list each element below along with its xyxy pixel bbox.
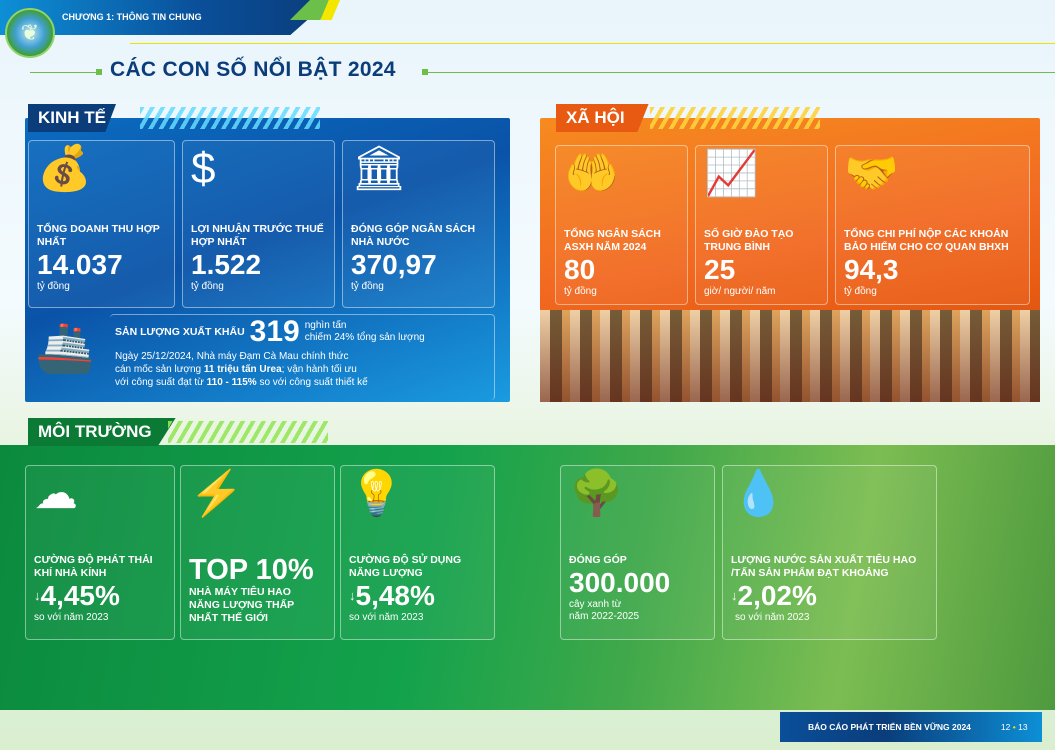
stat-value: 1.522 [191,249,262,280]
money-bag-icon: 💰 [37,144,92,193]
water-drops-icon: 💧 [731,469,786,518]
page-left: 12 [1000,722,1011,732]
stat-label: TỔNG CHI PHÍ NỘP CÁC KHOẢN BẢO HIỂM CHO … [844,228,1009,253]
stat-value: 25 [704,254,736,285]
divider [428,72,1055,73]
economy-label: KINH TẾ [28,104,116,132]
chapter-banner [0,0,330,35]
stat-value: TOP 10% [189,554,314,586]
desc-line: Ngày 25/12/2024, Nhà máy Đạm Cà Mau chín… [115,351,349,362]
stat-card-emissions: ☁ CƯỜNG ĐỘ PHÁT THẢI KHÍ NHÀ KÍNH ↓4,45%… [25,465,175,640]
stat-value: 4,45% [40,580,120,611]
stat-unit: so với năm 2023 [34,612,109,623]
ship-icon: 🚢 [35,322,95,375]
bulb-energy-icon: 💡 [349,469,404,518]
social-label: XÃ HỘI [556,104,649,132]
stat-unit: tỷ đồng [37,281,70,292]
stat-unit: tỷ đồng [564,286,597,297]
stat-unit: so với năm 2023 [735,612,810,623]
decor-stripes [140,107,320,129]
stat-value: 5,48% [355,580,435,611]
hands-energy-icon: ⚡ [189,469,244,518]
stat-card-insurance: 🤝 TỔNG CHI PHÍ NỘP CÁC KHOẢN BẢO HIỂM CH… [835,145,1030,305]
desc-highlight: 11 triệu tấn Urea [203,364,282,375]
environment-label: MÔI TRƯỜNG [28,418,176,446]
stat-unit: tỷ đồng [191,281,224,292]
stat-label: LƯỢNG NƯỚC SẢN XUẤT TIÊU HAO /TẤN SẢN PH… [731,554,917,579]
stat-label: CƯỜNG ĐỘ PHÁT THẢI KHÍ NHÀ KÍNH [34,554,153,579]
divider-dot [422,69,428,75]
decor-stripes [650,107,820,129]
divider [30,72,100,73]
hands-heart-icon: 🤲 [564,149,619,198]
environment-panel [0,445,1055,710]
chapter-title: CHƯƠNG 1: THÔNG TIN CHUNG [62,12,202,22]
economy-panel [25,118,510,402]
leaf-logo-icon: ❦ [5,8,55,58]
divider [130,43,1055,44]
stat-label: SỐ GIỜ ĐÀO TẠO TRUNG BÌNH [704,228,794,253]
stat-label: TỔNG DOANH THU HỢP NHẤT [37,223,160,248]
desc-text: ; vận hành tối ưu [281,364,357,375]
page-title: CÁC CON SỐ NỔI BẬT 2024 [110,58,396,81]
stat-unit: tỷ đồng [351,281,384,292]
export-headline: SẢN LƯỢNG XUẤT KHẨU 319 nghìn tấn chiếm 2… [115,316,495,348]
hand-dollar-icon: $ [191,144,216,193]
stat-card-water: 💧 LƯỢNG NƯỚC SẢN XUẤT TIÊU HAO /TẤN SẢN … [722,465,937,640]
stat-label: LỢI NHUẬN TRƯỚC THUẾ HỢP NHẤT [191,223,324,248]
stat-value: 2,02% [737,580,817,611]
stat-label: TỔNG NGÂN SÁCH ASXH NĂM 2024 [564,228,661,253]
stat-unit: năm 2022-2025 [569,611,640,622]
training-photo [540,310,1040,402]
training-icon: 📈 [704,149,759,198]
divider-dot [96,69,102,75]
stat-card-profit: $ LỢI NHUẬN TRƯỚC THUẾ HỢP NHẤT 1.522 tỷ… [182,140,335,308]
export-description: Ngày 25/12/2024, Nhà máy Đạm Cà Mau chín… [115,350,495,389]
decor-stripes [168,421,328,443]
desc-highlight: 110 - 115% [206,377,257,388]
desc-text: so với công suất thiết kế [256,377,368,388]
down-arrow-icon: ↓ [731,588,738,603]
stat-value: 300.000 [569,567,671,598]
stat-label: ĐÓNG GÓP [569,554,627,566]
stat-unit: so với năm 2023 [349,612,424,623]
page-numbers: 12 • 13 [1000,722,1028,732]
stat-value: 80 [564,254,596,285]
export-label: SẢN LƯỢNG XUẤT KHẨU [115,325,245,338]
stat-label: ĐÓNG GÓP NGÂN SÁCH NHÀ NƯỚC [351,223,476,248]
stat-label: NHÀ MÁY TIÊU HAO NĂNG LƯỢNG THẤP NHẤT TH… [189,586,294,624]
page-right: 13 [1018,722,1028,732]
stat-unit: tỷ đồng [844,286,877,297]
stat-card-trees: 🌳 ĐÓNG GÓP 300.000 cây xanh từ năm 2022-… [560,465,715,640]
co2-cloud-icon: ☁ [34,469,78,518]
bank-icon: 🏛 [351,144,407,193]
report-title: BÁO CÁO PHÁT TRIỂN BỀN VỮNG 2024 [808,722,971,732]
stat-card-revenue: 💰 TỔNG DOANH THU HỢP NHẤT 14.037 tỷ đồng [28,140,175,308]
stat-unit: giờ/ người/ năm [704,286,776,297]
down-arrow-icon: ↓ [34,588,41,603]
stat-label: CƯỜNG ĐỘ SỬ DỤNG NĂNG LƯỢNG [349,554,462,579]
export-block: SẢN LƯỢNG XUẤT KHẨU 319 nghìn tấn chiếm 2… [115,316,495,389]
stat-card-social-budget: 🤲 TỔNG NGÂN SÁCH ASXH NĂM 2024 80 tỷ đồn… [555,145,688,305]
stat-card-energy: 💡 CƯỜNG ĐỘ SỬ DỤNG NĂNG LƯỢNG ↓5,48% so … [340,465,495,640]
down-arrow-icon: ↓ [349,588,356,603]
desc-text: cán mốc sản lượng [115,364,204,375]
desc-text: với công suất đạt từ [115,377,207,388]
export-share: chiếm 24% tổng sản lượng [304,332,425,343]
stat-card-training: 📈 SỐ GIỜ ĐÀO TẠO TRUNG BÌNH 25 giờ/ ngườ… [695,145,828,305]
export-card [110,314,495,400]
stat-unit: cây xanh từ [569,599,622,610]
stat-value: 370,97 [351,249,437,280]
stat-value: 14.037 [37,249,123,280]
stat-value: 94,3 [844,254,899,285]
export-unit: nghìn tấn [304,320,347,331]
export-value: 319 [249,315,300,348]
trees-icon: 🌳 [569,469,624,518]
footer-bar: BÁO CÁO PHÁT TRIỂN BỀN VỮNG 2024 12 • 13 [780,712,1042,742]
stat-card-top10: ⚡ TOP 10% NHÀ MÁY TIÊU HAO NĂNG LƯỢNG TH… [180,465,335,640]
stat-card-budget: 🏛 ĐÓNG GÓP NGÂN SÁCH NHÀ NƯỚC 370,97 tỷ … [342,140,495,308]
hands-together-heart-icon: 🤝 [844,149,899,198]
